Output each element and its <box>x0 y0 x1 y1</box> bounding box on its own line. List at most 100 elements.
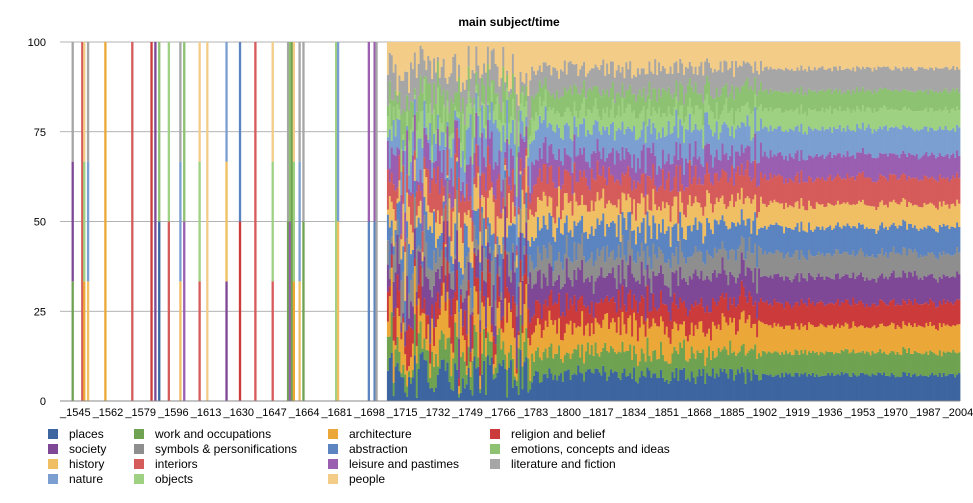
bar-segment-literature-and-fiction <box>460 91 463 112</box>
bar-segment-emotions-concepts-and-ideas <box>690 86 694 108</box>
bar-segment-people <box>398 42 401 76</box>
bar-segment-places <box>615 371 619 401</box>
bar-segment-objects <box>727 113 730 128</box>
bar-segment-objects <box>627 103 630 127</box>
bar-segment-religion-and-belief <box>942 299 946 324</box>
bar-segment-religion-and-belief <box>819 300 822 324</box>
bar-segment-religion-and-belief <box>531 317 534 335</box>
bar-segment-society <box>590 275 594 302</box>
bar-segment-work-and-occupations <box>498 328 501 364</box>
bar-segment-leisure-and-pastimes <box>561 165 565 185</box>
bar-segment-nature <box>773 128 776 155</box>
bar-segment-abstraction <box>702 243 705 263</box>
bar-segment-nature <box>615 131 619 151</box>
bar-segment-history <box>617 199 621 216</box>
bar-segment-nature <box>571 140 574 173</box>
bar-segment-literature-and-fiction <box>660 71 663 97</box>
bar-segment-objects <box>885 107 888 126</box>
bar-segment-work-and-occupations <box>854 353 857 376</box>
bar-segment-objects <box>390 126 394 141</box>
bar-segment-society <box>575 279 578 312</box>
bar-segment-places <box>544 373 547 401</box>
bar-segment-architecture <box>479 375 482 389</box>
bar-segment-leisure-and-pastimes <box>675 141 678 166</box>
bar-segment-emotions-concepts-and-ideas <box>756 95 759 111</box>
bar-segment-leisure-and-pastimes <box>854 158 857 181</box>
bar-segment-symbols-personifications <box>865 254 869 278</box>
bar-segment-objects <box>431 145 434 163</box>
bar-segment-society <box>715 277 719 306</box>
bar-segment-interiors <box>813 180 817 209</box>
bar-segment-architecture <box>875 328 878 354</box>
bar-segment-architecture <box>785 325 788 351</box>
bar-segment-places <box>561 381 565 401</box>
bar-segment-leisure-and-pastimes <box>833 154 836 179</box>
bar-segment-emotions-concepts-and-ideas <box>444 107 447 134</box>
bar-segment-people <box>492 42 496 49</box>
bar-segment-religion-and-belief <box>390 254 394 268</box>
bar-segment-symbols-personifications <box>706 250 709 276</box>
bar-segment-work-and-occupations <box>454 322 457 364</box>
bar-segment-work-and-occupations <box>431 351 434 388</box>
bar-segment-society <box>831 278 834 304</box>
bar-segment-people <box>665 42 669 74</box>
bar-segment-society <box>511 252 515 296</box>
bar-segment-architecture <box>902 321 905 347</box>
bar-segment-symbols-personifications <box>475 239 478 256</box>
bar-segment-people <box>879 42 882 68</box>
bar-segment-architecture <box>400 339 403 374</box>
bar-segment-abstraction <box>783 233 786 259</box>
bar-segment-architecture <box>879 323 882 349</box>
bar-segment-people <box>838 42 842 66</box>
bar-segment-emotions-concepts-and-ideas <box>706 75 709 95</box>
bar-segment-architecture <box>717 324 721 348</box>
bar-segment-places <box>411 377 415 401</box>
bar-segment-places <box>748 372 751 401</box>
bar-segment-abstraction <box>856 228 859 255</box>
bar-segment-history <box>392 209 396 247</box>
bar-segment-work-and-occupations <box>529 380 532 390</box>
bar-segment-religion-and-belief <box>867 306 871 328</box>
bar-segment-people <box>610 42 613 62</box>
bar-segment-interiors <box>869 178 872 207</box>
bar-segment-places <box>915 376 919 401</box>
bar-segment-nature <box>544 106 547 137</box>
bar-segment-work-and-occupations <box>640 348 644 371</box>
x-tick-label: _1783 <box>517 407 549 419</box>
bar-segment-history <box>804 210 807 232</box>
bar-segment-architecture <box>623 324 626 353</box>
bar-segment-literature-and-fiction <box>852 67 855 90</box>
bar-segment-architecture <box>804 325 807 350</box>
bar-segment-symbols-personifications <box>427 267 430 279</box>
bar-segment-architecture <box>496 308 499 335</box>
bar-segment-religion-and-belief <box>658 308 661 327</box>
bar-segment-literature-and-fiction <box>750 65 753 86</box>
bar-segment-society <box>725 274 728 294</box>
bar-segment-symbols-personifications <box>808 250 811 273</box>
bar-segment-symbols-personifications <box>419 248 422 253</box>
bar-segment-people <box>454 42 457 54</box>
bar-segment-symbols-personifications <box>860 248 863 273</box>
bar-segment-people <box>746 42 749 62</box>
bar-segment-symbols-personifications <box>483 248 486 281</box>
bar-segment-places <box>923 375 926 401</box>
bar-segment-people <box>952 42 955 66</box>
bar-segment-people <box>877 42 880 67</box>
bar-segment-nature <box>548 122 551 146</box>
x-tick-label: _1698 <box>353 407 385 419</box>
bar-segment-symbols-personifications <box>777 250 780 274</box>
bar-segment-architecture <box>781 326 784 353</box>
bar-segment-places <box>825 375 828 401</box>
bar-segment-symbols-personifications <box>731 249 734 275</box>
bar-segment-objects <box>450 133 453 158</box>
bar-segment-religion-and-belief <box>540 319 544 338</box>
bar-segment-places <box>665 379 669 401</box>
bar-segment-symbols-personifications <box>831 256 834 279</box>
bar-segment-architecture <box>598 324 601 357</box>
bar-segment-society <box>817 273 821 303</box>
bar-segment-architecture <box>508 302 511 353</box>
bar-segment-society <box>729 271 732 298</box>
bar-segment-literature-and-fiction <box>444 77 447 108</box>
bar-segment-history <box>848 204 851 226</box>
bar-segment-symbols-personifications <box>800 250 803 274</box>
